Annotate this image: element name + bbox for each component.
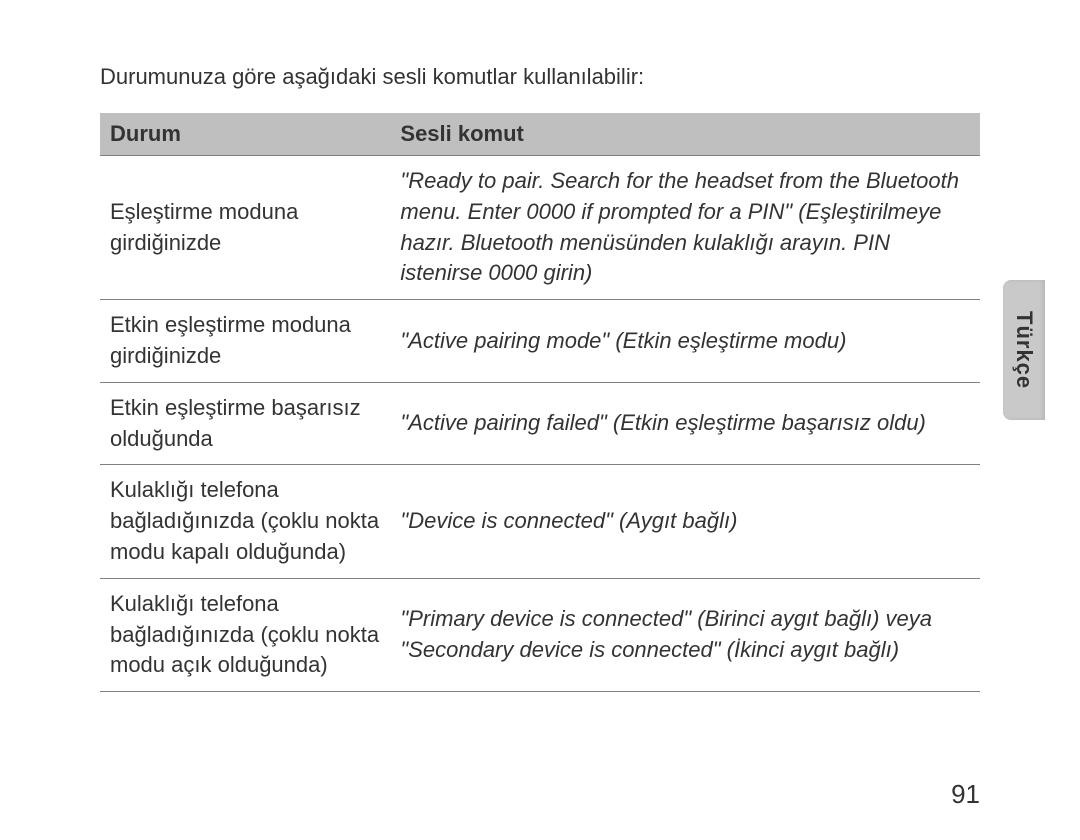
cell-state: Etkin eşleştirme başarısız olduğunda: [100, 382, 390, 465]
table-header-row: Durum Sesli komut: [100, 113, 980, 156]
table-row: Etkin eşleştirme moduna girdiğinizde "Ac…: [100, 300, 980, 383]
table-row: Etkin eşleştirme başarısız olduğunda "Ac…: [100, 382, 980, 465]
cell-state: Etkin eşleştirme moduna girdiğinizde: [100, 300, 390, 383]
cell-command: "Device is connected" (Aygıt bağlı): [390, 465, 980, 578]
header-state: Durum: [100, 113, 390, 156]
intro-text: Durumunuza göre aşağıdaki sesli komutlar…: [100, 60, 980, 93]
table-row: Kulaklığı telefona bağladığınızda (çoklu…: [100, 465, 980, 578]
cell-command: "Ready to pair. Search for the headset f…: [390, 156, 980, 300]
cell-state: Kulaklığı telefona bağladığınızda (çoklu…: [100, 465, 390, 578]
cell-command: "Primary device is connected" (Birinci a…: [390, 578, 980, 691]
cell-state: Kulaklığı telefona bağladığınızda (çoklu…: [100, 578, 390, 691]
header-command: Sesli komut: [390, 113, 980, 156]
language-tab-label: Türkçe: [1011, 311, 1037, 389]
language-tab: Türkçe: [1003, 280, 1045, 420]
voice-commands-table: Durum Sesli komut Eşleştirme moduna gird…: [100, 113, 980, 692]
table-row: Kulaklığı telefona bağladığınızda (çoklu…: [100, 578, 980, 691]
table-row: Eşleştirme moduna girdiğinizde "Ready to…: [100, 156, 980, 300]
cell-state: Eşleştirme moduna girdiğinizde: [100, 156, 390, 300]
cell-command: "Active pairing failed" (Etkin eşleştirm…: [390, 382, 980, 465]
cell-command: "Active pairing mode" (Etkin eşleştirme …: [390, 300, 980, 383]
manual-page: Durumunuza göre aşağıdaki sesli komutlar…: [0, 0, 1080, 840]
page-number: 91: [951, 779, 980, 810]
